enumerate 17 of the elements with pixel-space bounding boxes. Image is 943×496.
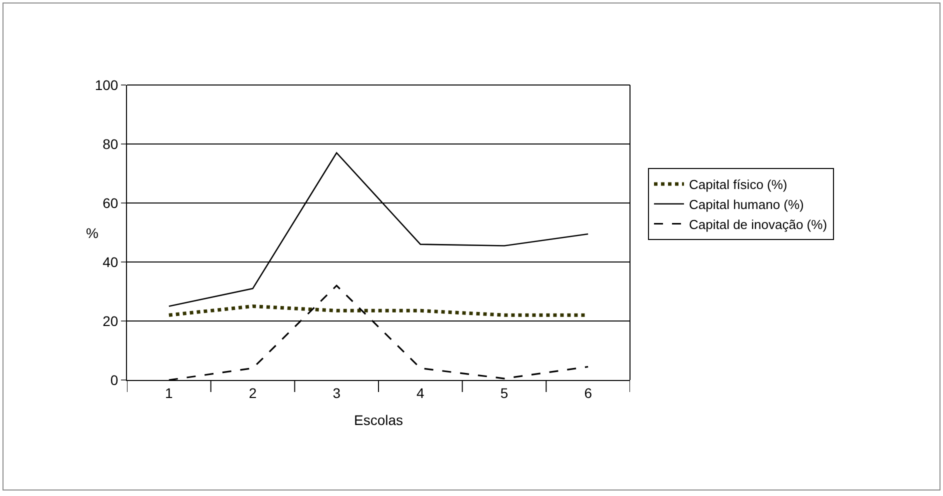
y-tick-label: 80 [102, 136, 118, 152]
legend-label: Capital de inovação (%) [689, 216, 828, 232]
y-tick-label: 100 [94, 76, 118, 93]
x-axis-title: Escolas [354, 412, 404, 428]
y-tick-label: 40 [102, 254, 118, 270]
x-tick-label: 3 [332, 384, 341, 401]
y-axis-title: % [86, 225, 98, 241]
x-tick-label: 6 [584, 384, 592, 401]
y-tick-label: 60 [102, 194, 118, 211]
x-tick-label: 4 [416, 384, 425, 401]
x-tick-label: 5 [500, 384, 508, 401]
legend-label: Capital físico (%) [689, 177, 788, 192]
x-tick-label: 1 [165, 384, 174, 401]
legend-label: Capital humano (%) [689, 196, 804, 212]
x-tick-label: 2 [248, 384, 257, 401]
y-tick-label: 20 [102, 312, 118, 329]
y-tick-label: 0 [110, 372, 118, 388]
